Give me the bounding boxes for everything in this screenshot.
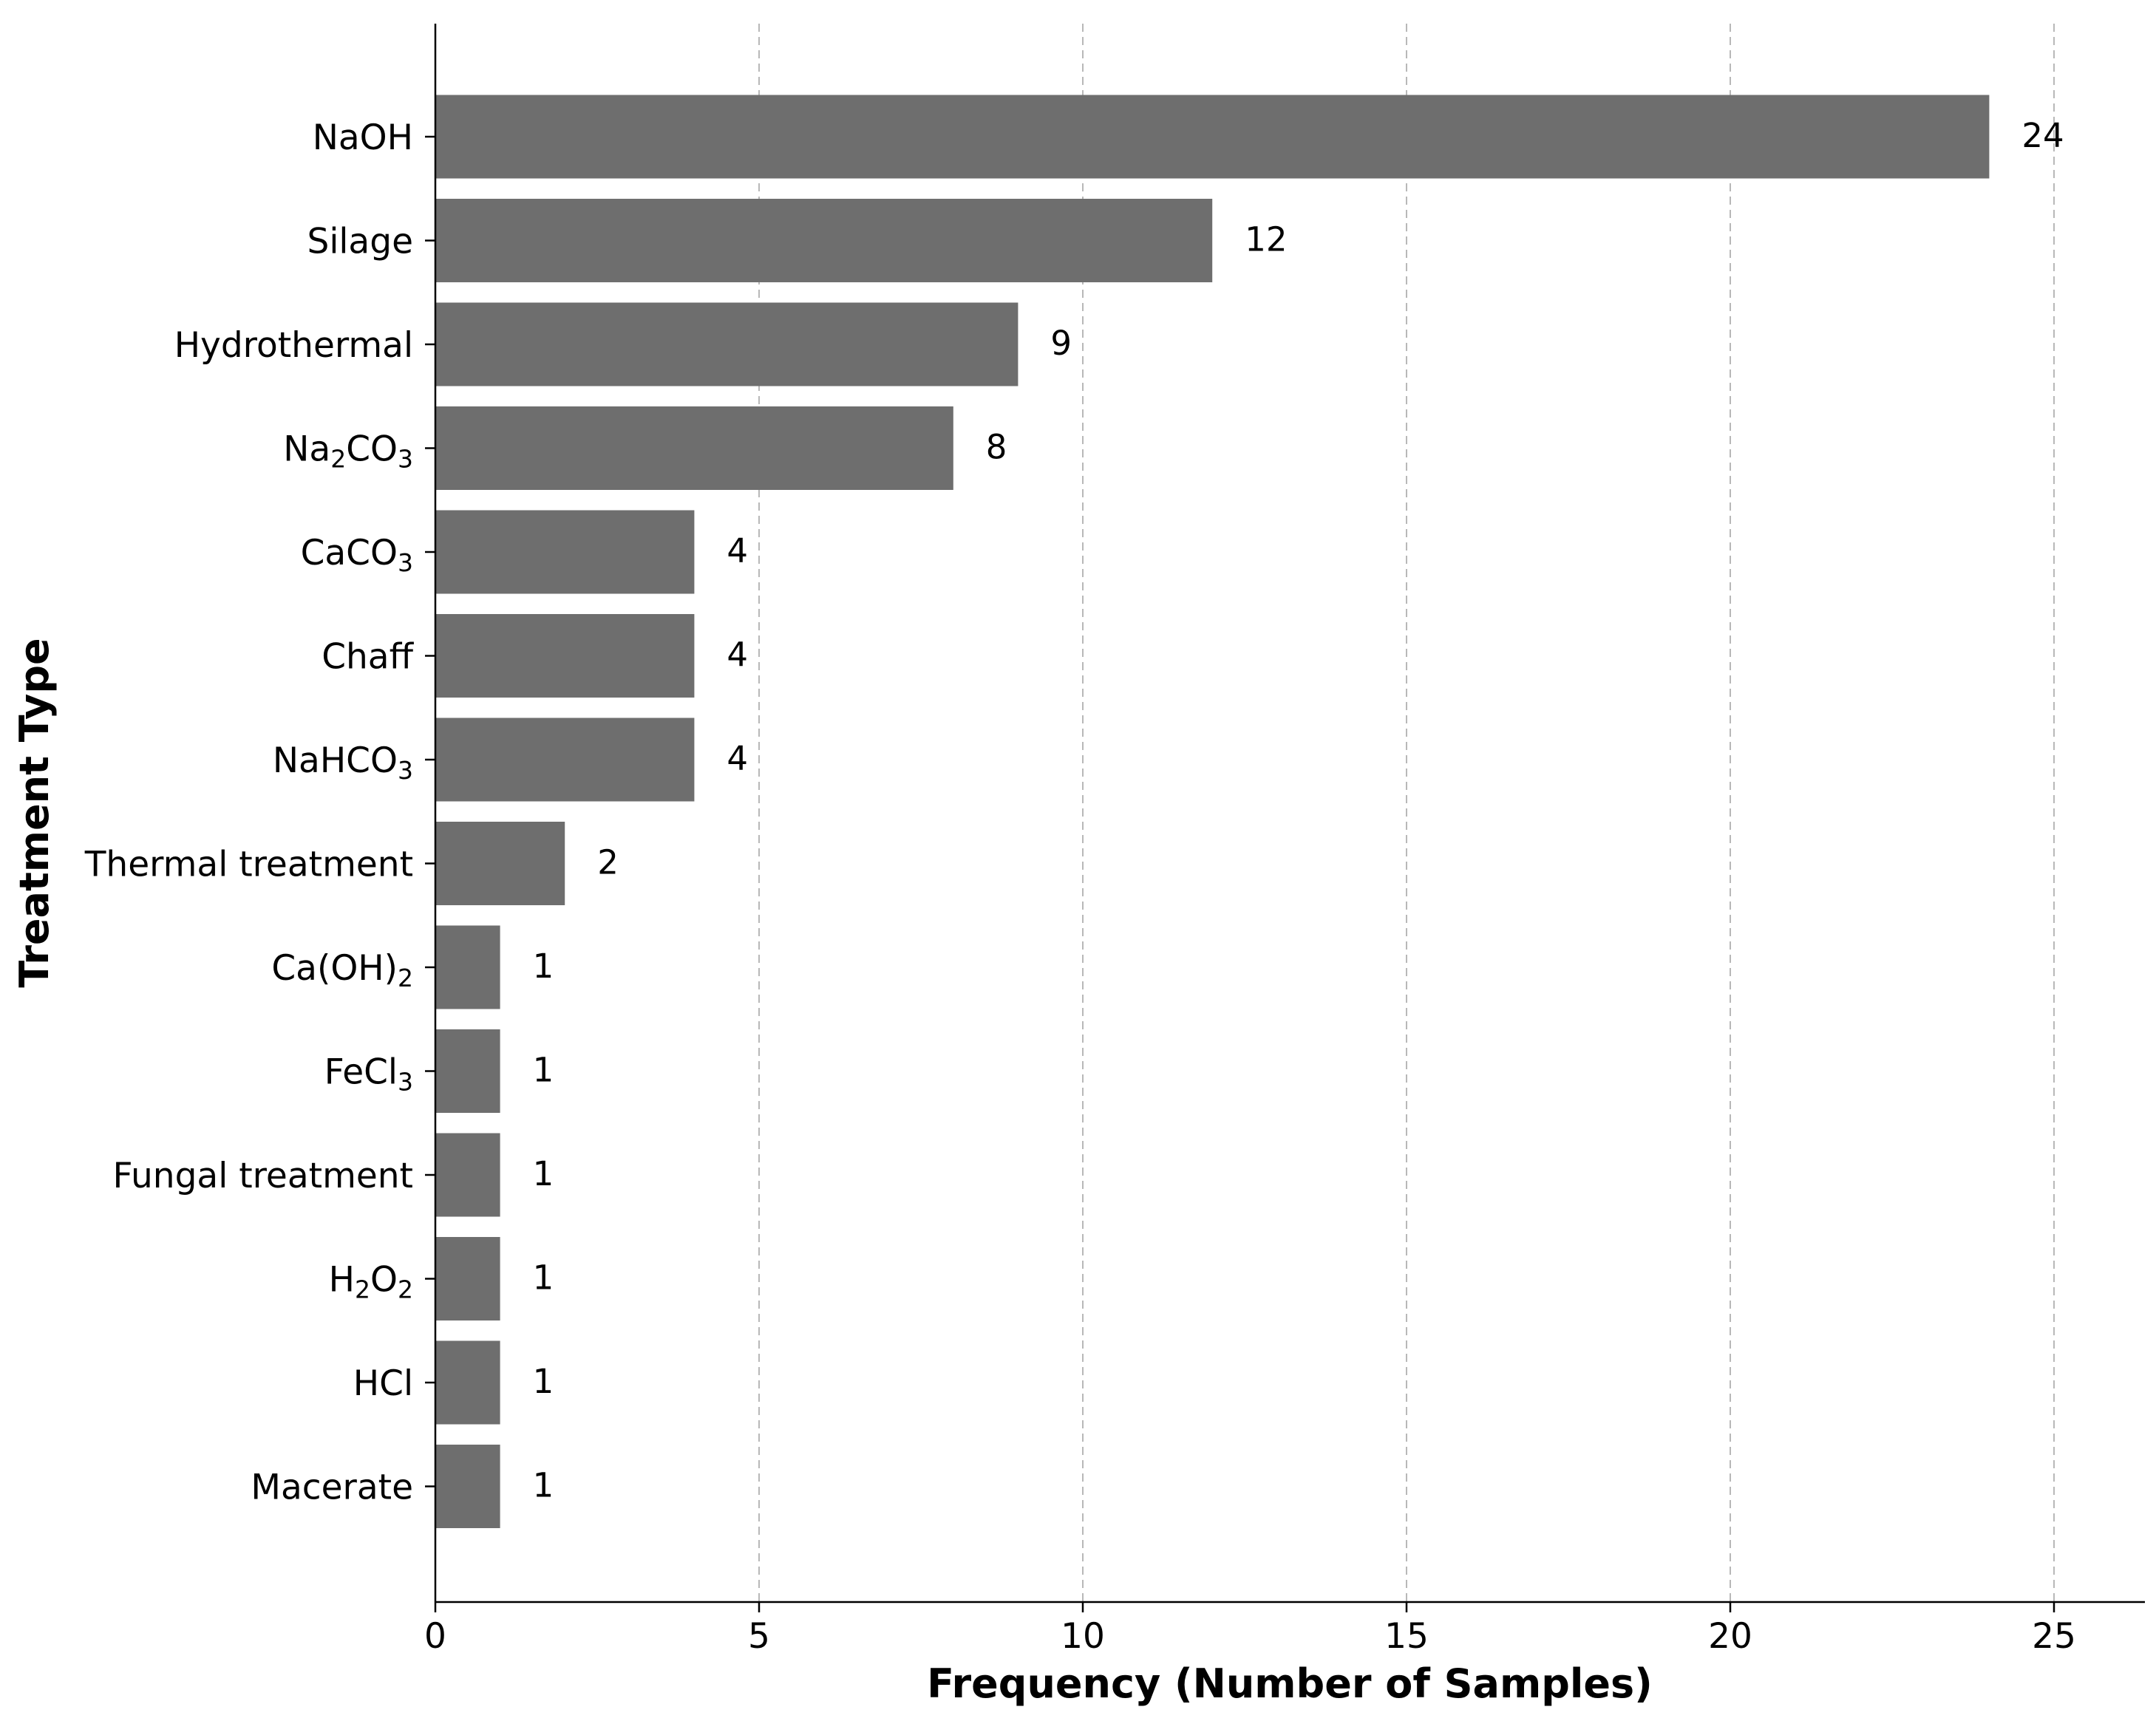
bar: [435, 1029, 500, 1113]
y-tick-label: NaHCO3: [273, 740, 413, 785]
bar: [435, 1445, 500, 1528]
bar: [435, 1340, 500, 1425]
y-tick-label: Silage: [307, 222, 413, 262]
bar: [435, 302, 1019, 386]
y-tick-label: Chaff: [322, 637, 414, 678]
bar: [435, 925, 500, 1009]
x-tick-label: 5: [748, 1616, 770, 1657]
bar-value-label: 2: [597, 843, 619, 882]
y-tick-label: H2O2: [329, 1260, 413, 1304]
bar: [435, 199, 1213, 282]
bars: [435, 95, 1990, 1528]
bar-value-label: 1: [533, 1154, 554, 1193]
bar: [435, 718, 695, 802]
y-tick-label: Na2CO3: [283, 429, 413, 474]
bar: [435, 614, 695, 698]
bar: [435, 822, 565, 905]
x-tick-label: 0: [424, 1616, 446, 1657]
y-tick-label: NaOH: [313, 117, 413, 158]
bar: [435, 1133, 500, 1217]
x-tick-label: 25: [2032, 1616, 2076, 1657]
y-axis-title: Treatment Type: [11, 638, 58, 987]
bar: [435, 406, 953, 490]
y-tick-label: Hydrothermal: [174, 325, 413, 366]
y-tick-label: FeCl3: [324, 1052, 413, 1097]
x-tick-label: 10: [1061, 1616, 1105, 1657]
bar-value-label: 1: [533, 1258, 554, 1298]
bar-value-label: 4: [727, 739, 748, 778]
y-tick-label: Macerate: [251, 1468, 413, 1508]
bar-value-label: 9: [1050, 324, 1072, 363]
x-tick-label: 20: [1708, 1616, 1752, 1657]
y-tick-label: Thermal treatment: [84, 845, 413, 885]
y-tick-label: CaCO3: [301, 533, 413, 577]
bar: [435, 95, 1990, 179]
x-axis-title: Frequency (Number of Samples): [927, 1660, 1653, 1707]
bar-value-label: 1: [533, 947, 554, 986]
bar-value-label: 4: [727, 635, 748, 675]
bar-value-label: 1: [533, 1362, 554, 1401]
bar-value-label: 12: [1245, 220, 1287, 259]
x-tick-label: 15: [1384, 1616, 1429, 1657]
bar-value-label: 4: [727, 531, 748, 570]
bar-value-label: 24: [2021, 116, 2064, 155]
y-tick-label: HCl: [353, 1363, 413, 1404]
axes: [434, 24, 2145, 1604]
y-tick-label: Fungal treatment: [113, 1156, 413, 1196]
y-tick-label: Ca(OH)2: [271, 948, 413, 992]
bar: [435, 510, 695, 594]
bar: [435, 1237, 500, 1320]
bar-value-label: 1: [533, 1051, 554, 1090]
bar-value-label: 8: [986, 428, 1007, 467]
bar-value-label: 1: [533, 1466, 554, 1505]
grid-lines: [758, 24, 2055, 1602]
